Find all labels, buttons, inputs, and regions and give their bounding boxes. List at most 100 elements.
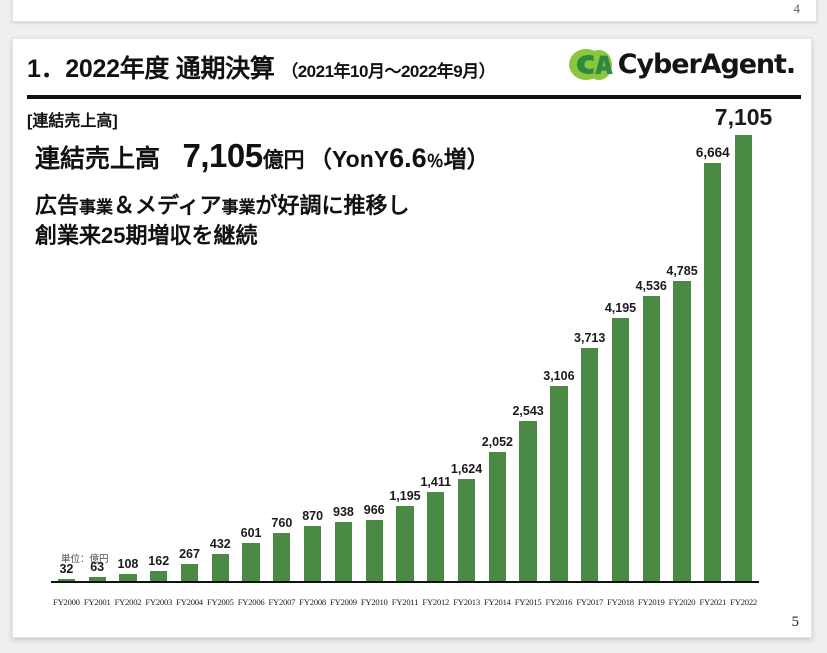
bar-value-label: 1,411 (420, 475, 452, 490)
title-period: （2021年10月～2022年9月） (281, 62, 496, 81)
bar-column: 6,664 (695, 135, 730, 581)
bar-column: 4,195 (605, 135, 636, 581)
headline-lead: 連結売上高 (35, 145, 161, 173)
bar-column: 1,624 (451, 135, 482, 581)
x-axis-label: FY2003 (145, 597, 173, 607)
bar-column: 760 (266, 135, 297, 581)
bar-column: 432 (205, 135, 236, 581)
slide-header: 1．2022年度 通期決算 （2021年10月～2022年9月） CyberAg… (27, 47, 801, 95)
bar-value-label: 108 (117, 557, 139, 572)
bar-column: 870 (297, 135, 328, 581)
x-axis-label: FY2010 (360, 597, 388, 607)
bar-column: 7,105 (715, 104, 772, 581)
x-axis-label: FY2008 (299, 597, 326, 607)
bar (642, 296, 660, 581)
x-axis-label: FY2011 (391, 597, 419, 607)
subtext-line1-d: 事業 (221, 198, 256, 217)
x-axis-label: FY2012 (422, 597, 450, 607)
bar-column: 4,785 (666, 135, 698, 581)
subtext-line1-b: 事業 (79, 198, 114, 217)
x-axis-label: FY2013 (453, 597, 480, 607)
subtext-line1-e: が好調に推移し (255, 193, 410, 218)
bar-value-label: 2,543 (512, 404, 544, 419)
bar-value-label: 2,052 (481, 435, 513, 450)
x-axis-label: FY2009 (330, 597, 357, 607)
x-axis-label: FY2019 (637, 597, 665, 607)
bar (273, 533, 291, 581)
bar-column: 966 (359, 135, 390, 581)
bar-column: 938 (328, 135, 359, 581)
bar-value-label: 4,536 (635, 279, 667, 294)
bar-value-label: 3,106 (543, 369, 575, 384)
x-axis-label: FY2007 (268, 597, 296, 607)
ca-logo-icon (568, 48, 613, 80)
bar (365, 520, 383, 581)
bar-column: 2,052 (482, 135, 513, 581)
subtext-line1-a: 広告 (35, 193, 80, 218)
cyberagent-logo: CyberAgent. (568, 47, 796, 81)
x-axis-label: FY2022 (730, 597, 757, 607)
bar-value-label: 267 (179, 547, 200, 562)
bar-value-label: 162 (148, 553, 170, 568)
bar-column: 32 (51, 135, 82, 581)
subtext-line1-c: ＆メディア (113, 193, 222, 218)
bar (211, 553, 229, 581)
bar-value-label: 6,664 (695, 144, 730, 160)
bar-value-label: 1,624 (450, 462, 483, 477)
bar (57, 579, 75, 581)
bar (150, 570, 168, 581)
bar (704, 162, 722, 581)
bar-column: 4,536 (636, 135, 667, 581)
bar-value-label: 432 (209, 536, 231, 551)
chart-unit-note: 単位：億円 (61, 554, 109, 565)
bar-value-label: 7,105 (714, 104, 773, 130)
bar-column: 267 (174, 135, 205, 581)
bar-value-label: 938 (332, 505, 354, 520)
bar-column: 108 (113, 135, 144, 581)
x-axis-label: FY2000 (53, 597, 80, 607)
bar-column: 1,195 (389, 135, 421, 581)
headline-yoy-suffix: ％ (426, 152, 444, 171)
bar (396, 506, 414, 581)
bar (519, 421, 537, 581)
bar-value-label: 601 (240, 526, 262, 541)
bar (581, 347, 599, 581)
headline: 連結売上高 7,105億円 （YonY6.6％増） (35, 137, 490, 175)
x-axis-label: FY2020 (668, 597, 696, 607)
bar-column: 3,106 (543, 135, 575, 581)
page-title: 1．2022年度 通期決算 （2021年10月～2022年9月） (27, 49, 496, 85)
bar (242, 543, 260, 581)
subtext-line2: 創業来25期増収を継続 (35, 223, 258, 249)
cyberagent-wordmark: CyberAgent. (617, 48, 796, 80)
page-number: 5 (791, 614, 800, 630)
bar-value-label: 3,713 (574, 330, 606, 345)
x-axis-label: FY2001 (83, 597, 111, 607)
headline-yoy-open: （YonY (309, 146, 390, 172)
bar-value-label: 870 (302, 509, 324, 524)
bar-column: 601 (236, 135, 267, 581)
bar-value-label: 1,195 (389, 489, 421, 503)
chart-axis-line (51, 581, 759, 583)
title-main: 1．2022年度 通期決算 (27, 55, 282, 83)
bar (304, 526, 322, 581)
chart-x-axis-labels: FY2000 FY2001 FY2002 FY2003 FY2004 FY2005 FY20… (51, 597, 759, 607)
bar-column: 63 (82, 135, 113, 581)
bar (550, 386, 568, 581)
bar-column: 1,411 (420, 135, 451, 581)
bar-column: 2,543 (512, 135, 544, 581)
x-axis-label: FY2004 (176, 597, 203, 607)
revenue-bar-chart: 32 63 108 162 267 432 601 760 870 938 966 1,195 1,41… (39, 104, 783, 615)
x-axis-label: FY2015 (514, 597, 542, 607)
bar-value-label: 63 (90, 560, 105, 575)
headline-yoy-value: 6.6 (389, 143, 427, 173)
headline-unit: 億円 (262, 149, 305, 172)
x-axis-label: FY2017 (576, 597, 604, 607)
bar (180, 564, 199, 581)
subtext: 広告事業＆メディア事業が好調に推移し 創業来25期増収を継続 (35, 191, 410, 252)
headline-value: 7,105 (182, 137, 263, 174)
bar (734, 135, 753, 581)
chart-bars: 32 63 108 162 267 432 601 760 870 938 966 1,195 1,41… (51, 104, 772, 581)
x-axis-label: FY2016 (545, 597, 573, 607)
bar-value-label: 4,195 (604, 300, 637, 315)
bar-value-label: 4,785 (666, 263, 698, 278)
